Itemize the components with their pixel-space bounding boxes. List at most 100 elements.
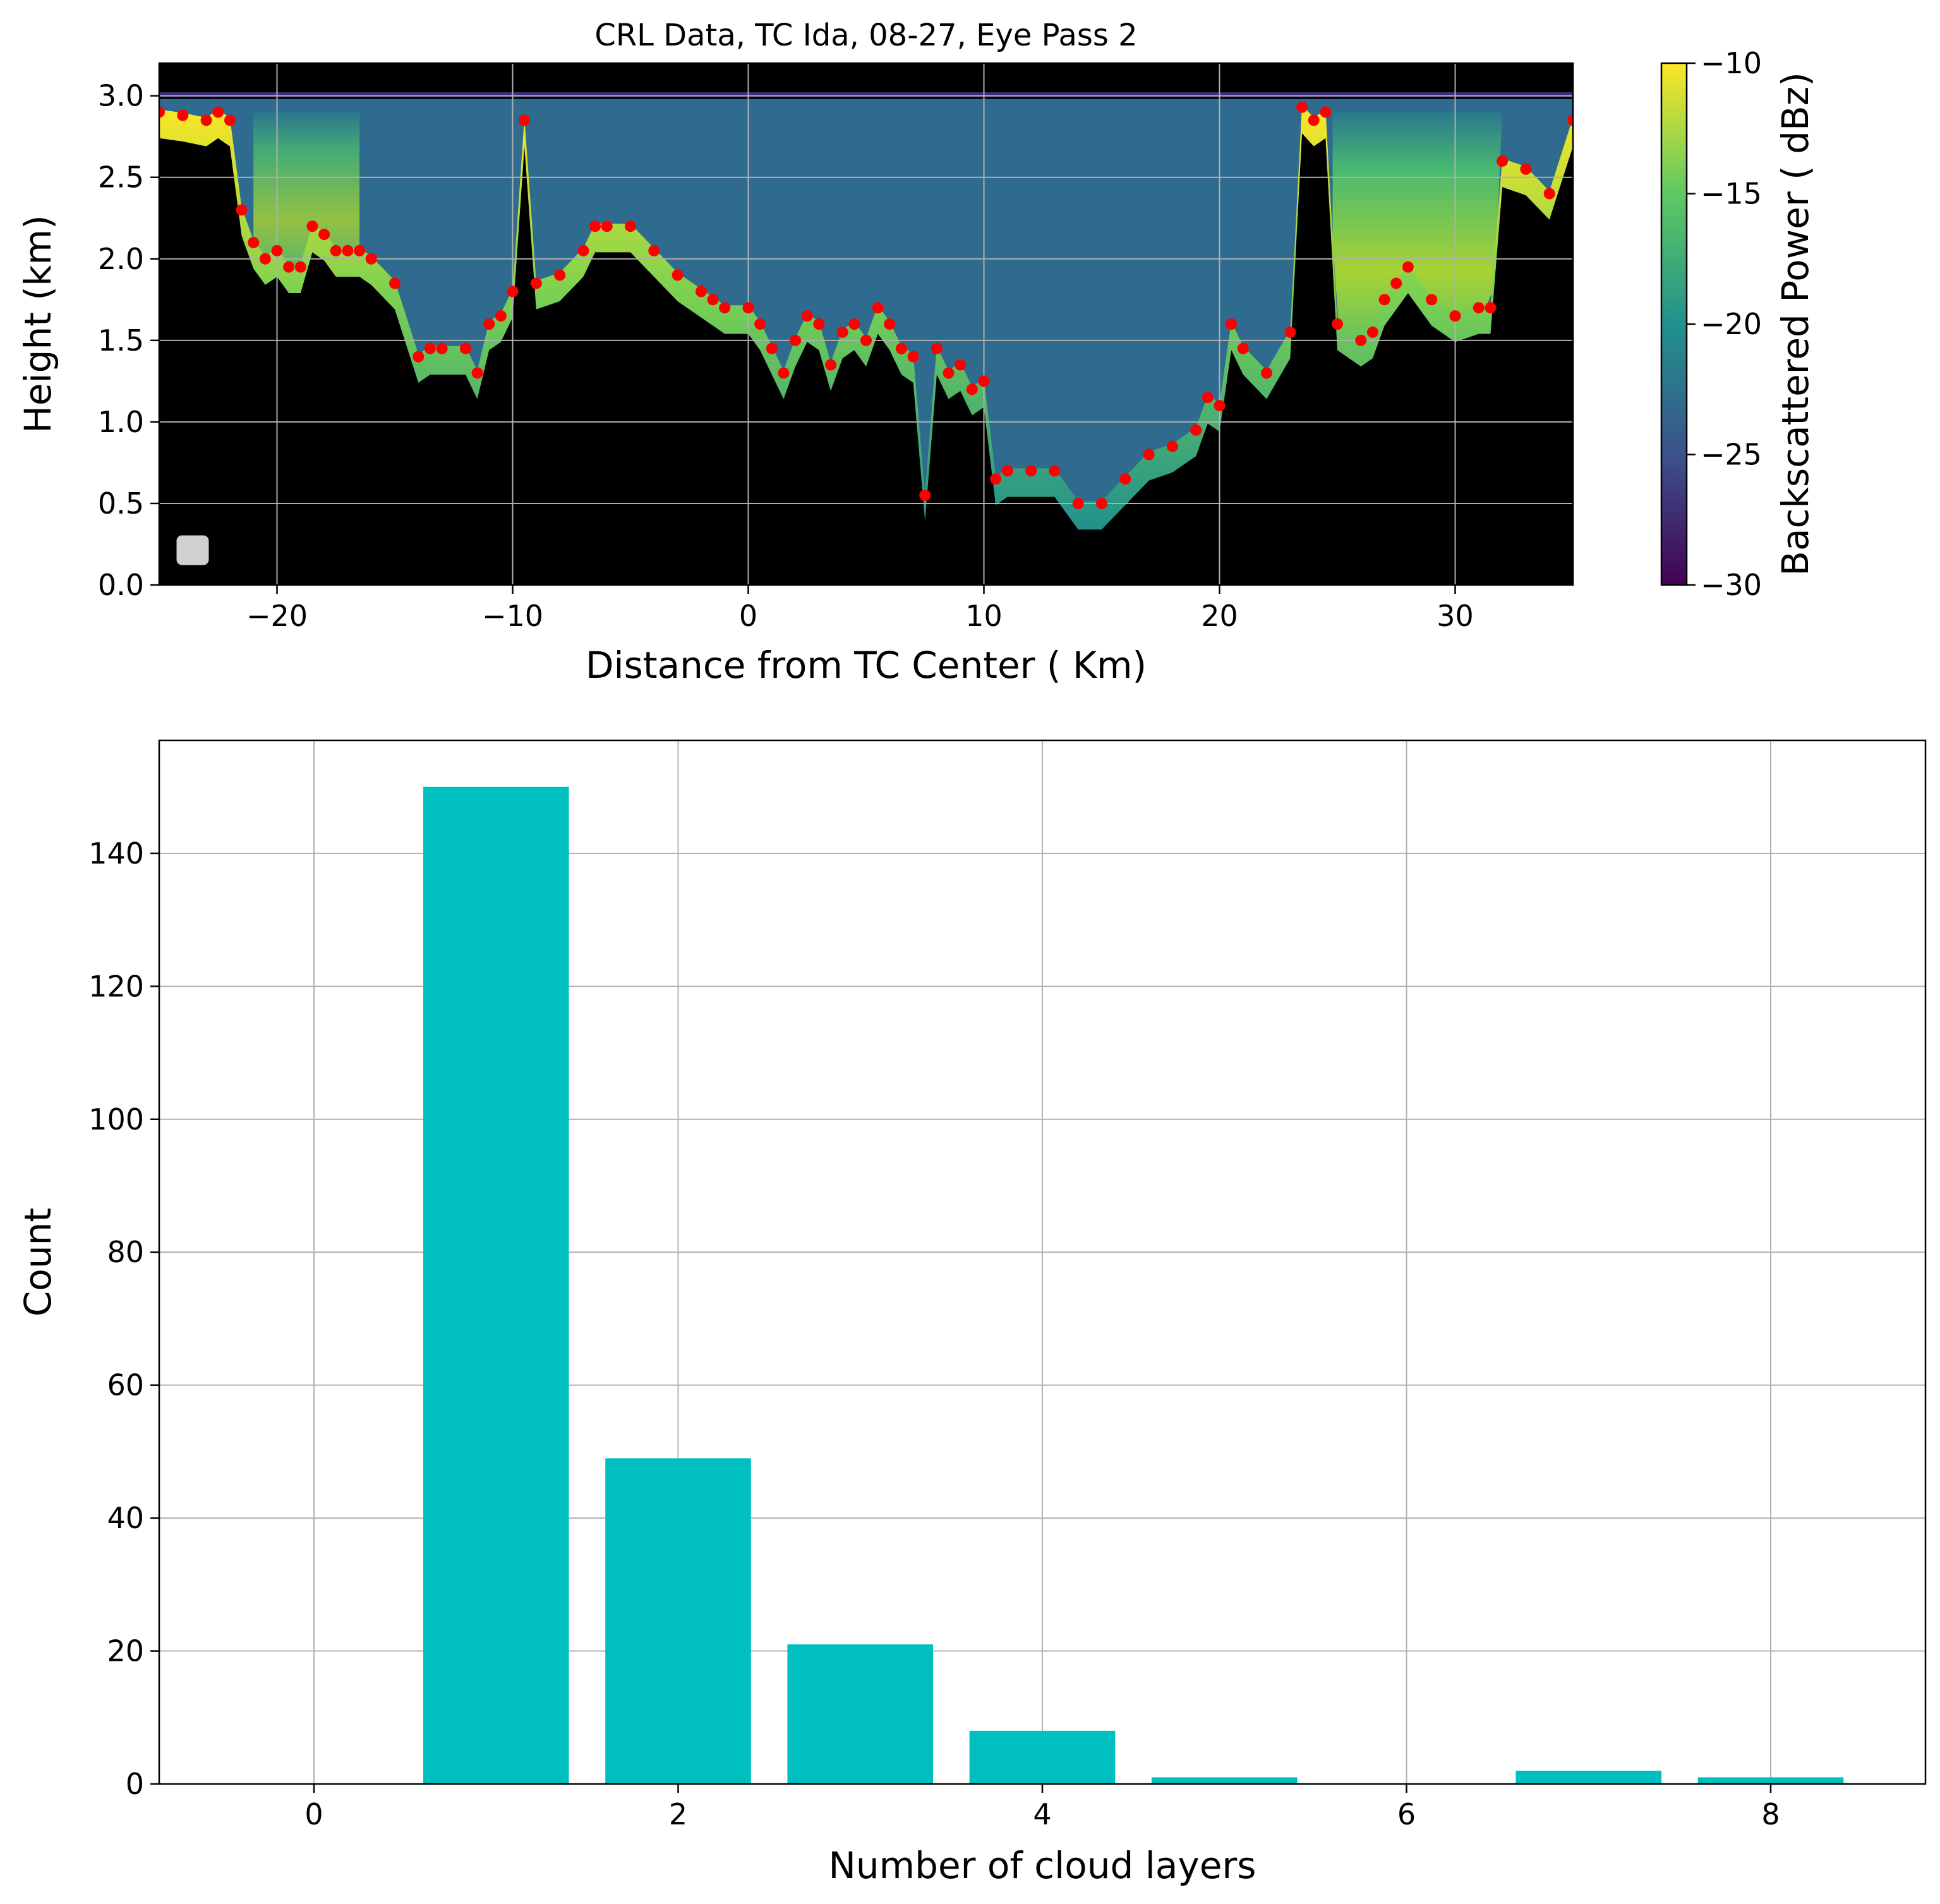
cloud-top-point [1402, 261, 1414, 273]
cloud-top-point [778, 367, 790, 379]
bar-layers-2 [605, 1458, 751, 1784]
bottom-y-tick-label: 40 [107, 1501, 144, 1535]
bar-layers-7 [1515, 1770, 1662, 1784]
cloud-top-point [1308, 114, 1320, 126]
bottom-y-tick-label: 60 [107, 1368, 144, 1402]
cloud-top-point [742, 302, 754, 314]
cloud-top-point [1284, 326, 1296, 338]
colorbar-gradient [1660, 62, 1688, 586]
cloud-top-point [159, 106, 165, 118]
cloud-top-point [342, 244, 354, 256]
colorbar-tick-label: −20 [1701, 307, 1762, 341]
cloud-top-point [1025, 465, 1037, 477]
cloud-top-point [919, 490, 931, 502]
bottom-y-ticks: 0 20 40 60 80 100 120 140 [88, 836, 159, 1801]
cloud-top-point [1190, 424, 1202, 436]
cloud-top-point [1119, 473, 1131, 485]
cloud-top-point [1473, 302, 1485, 314]
cloud-top-point [990, 473, 1002, 485]
colorbar-tick-label: −10 [1701, 46, 1762, 80]
bar-layers-5 [1151, 1777, 1298, 1784]
cloud-top-point [966, 383, 978, 395]
cloud-top-point [1237, 342, 1249, 354]
cloud-top-point [530, 277, 542, 289]
cloud-top-point [931, 342, 943, 354]
top-chart: CRL Data, TC Ida, 08-27, Eye Pass 2 −20−… [16, 18, 1817, 687]
cloud-top-point [577, 244, 589, 256]
cloud-top-point [884, 318, 896, 330]
cloud-top-point [672, 269, 684, 281]
bright-haze-left [253, 111, 360, 267]
cloud-top-point [695, 286, 707, 298]
top-plot-area [159, 63, 1573, 585]
cloud-top-point [519, 114, 531, 126]
cloud-top-point [589, 220, 601, 232]
cloud-top-point [1226, 318, 1238, 330]
colorbar-label: Backscattered Power ( dBz) [1774, 72, 1817, 576]
cloud-top-point [1320, 106, 1332, 118]
bottom-y-tick-label: 80 [107, 1235, 144, 1269]
cloud-top-point [1072, 497, 1084, 509]
bottom-y-tick-label: 0 [126, 1767, 144, 1801]
top-axes-frame [158, 62, 1574, 586]
cloud-top-point [495, 310, 507, 322]
bottom-chart: 0 2 4 6 8 0 20 40 60 80 100 120 140 Number of cloud… [16, 739, 1927, 1887]
bottom-x-ticks: 0 2 4 6 8 [304, 1784, 1780, 1831]
cloud-top-point [177, 109, 189, 121]
bottom-x-tick-label: 0 [304, 1797, 323, 1831]
cloud-top-point [424, 342, 436, 354]
cloud-top-point [801, 310, 813, 322]
cloud-top-point [1261, 367, 1273, 379]
colorbar-tick-label: −30 [1701, 568, 1762, 602]
bottom-y-tick-label: 120 [88, 969, 144, 1003]
cloud-top-point [507, 286, 519, 298]
top-grid [159, 63, 1573, 585]
cloud-top-point [365, 253, 377, 265]
top-y-tick-label: 1.5 [98, 323, 144, 358]
cloud-top-point [1049, 465, 1061, 477]
cloud-top-point [955, 359, 967, 371]
bottom-x-axis-label: Number of cloud layers [829, 1844, 1256, 1887]
cloud-top-point [872, 302, 884, 314]
cloud-top-point [224, 114, 236, 126]
cloud-top-point [907, 351, 919, 363]
cloud-top-point [330, 244, 342, 256]
cloud-top-point [354, 244, 366, 256]
top-x-tick-label: −10 [482, 599, 543, 633]
cloud-top-point [719, 302, 731, 314]
cloud-top-point [766, 342, 778, 354]
cloud-top-point [459, 342, 471, 354]
cloud-top-point [1296, 101, 1308, 113]
cloud-top-point [212, 106, 224, 118]
top-x-axis-label: Distance from TC Center ( Km) [586, 644, 1147, 687]
cloud-top-point [1332, 318, 1343, 330]
top-y-tick-label: 0.5 [98, 486, 144, 521]
cloud-top-point [1166, 440, 1178, 452]
cloud-top-point [813, 318, 825, 330]
cloud-top-point [848, 318, 860, 330]
top-y-tick-label: 2.5 [98, 160, 144, 195]
top-y-tick-label: 3.0 [98, 79, 144, 113]
top-y-axis-label: Height (km) [16, 215, 59, 433]
top-x-tick-label: 10 [965, 599, 1003, 633]
bar-layers-4 [969, 1730, 1116, 1784]
cloud-top-point [648, 244, 660, 256]
colorbar: −30 −25 −20 −15 −10 Backscattered Power ( dB… [1660, 46, 1817, 602]
cloud-top-point [554, 269, 566, 281]
cloud-top-point [283, 261, 295, 273]
cloud-top-point [601, 220, 613, 232]
top-y-tick-label: 0.0 [98, 568, 144, 602]
cloud-top-point [306, 220, 318, 232]
bottom-y-tick-label: 20 [107, 1634, 144, 1668]
bottom-y-tick-label: 140 [88, 836, 144, 871]
colorbar-tick-label: −15 [1701, 177, 1762, 211]
cloud-top-point [978, 375, 990, 387]
cloud-top-point [389, 277, 401, 289]
cloud-top-point [1202, 392, 1214, 404]
cloud-top-point [294, 261, 306, 273]
cloud-top-point [318, 229, 330, 241]
top-x-tick-label: 30 [1437, 599, 1474, 633]
cloud-top-point [436, 342, 448, 354]
bar-layers-8 [1697, 1777, 1844, 1784]
cloud-top-point [895, 342, 907, 354]
